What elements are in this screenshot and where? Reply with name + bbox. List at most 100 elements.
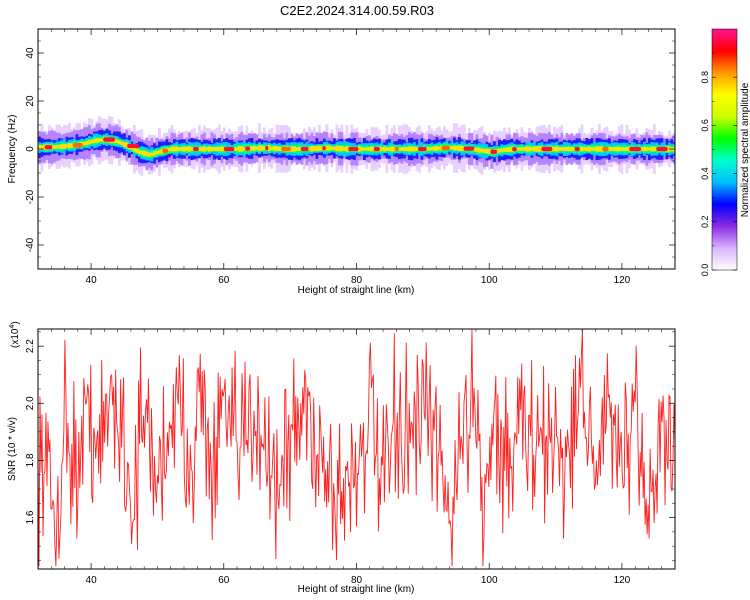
band-cell	[573, 147, 576, 151]
band-cell	[150, 152, 154, 156]
band-peak	[490, 149, 498, 154]
band-cell	[530, 147, 534, 151]
band-cell	[610, 147, 614, 151]
band-cell	[360, 147, 364, 151]
band-cell	[328, 145, 331, 151]
band-cell	[95, 138, 99, 143]
spectrogram-x-tick-label: 80	[351, 275, 363, 286]
band-cell	[650, 146, 654, 152]
spectrogram-xlabel: Height of straight line (km)	[298, 285, 415, 296]
band-cell	[568, 146, 571, 152]
band-peak	[127, 143, 139, 149]
band-cell	[370, 146, 374, 152]
band-cell	[413, 146, 416, 152]
band-peak	[394, 146, 399, 152]
band-cell	[240, 146, 244, 152]
band-cell	[588, 146, 591, 152]
band-cell	[415, 147, 419, 151]
band-peak	[656, 146, 668, 152]
band-cell	[345, 146, 349, 152]
band-cell	[368, 146, 371, 152]
snr-panel: 40 60 80 100 120 1.6 1.8 2.0 2.2 (x104) Height o…	[7, 321, 676, 595]
band-cell	[273, 146, 276, 151]
band-cell	[168, 148, 171, 152]
band-peak	[103, 137, 116, 142]
band-cell	[203, 146, 206, 152]
band-cell	[383, 146, 386, 152]
band-cell	[63, 143, 66, 149]
spectrogram-ylabel: Frequency (Hz)	[7, 115, 18, 184]
band-cell	[235, 147, 239, 151]
band-cell	[398, 147, 401, 151]
snr-x-tick-label: 60	[218, 575, 230, 586]
band-cell	[500, 148, 504, 153]
band-cell	[155, 150, 159, 155]
band-cell	[210, 146, 214, 152]
band-cell	[220, 146, 224, 152]
band-cell	[238, 146, 241, 152]
band-peak	[300, 146, 309, 152]
spectral-band	[38, 116, 675, 177]
band-cell	[160, 148, 164, 154]
band-cell	[595, 146, 599, 152]
band-cell	[533, 146, 536, 152]
band-cell	[405, 146, 409, 152]
band-cell	[643, 146, 646, 152]
band-cell	[618, 146, 621, 152]
band-peak	[72, 143, 83, 148]
band-cell	[403, 147, 406, 151]
band-cell	[243, 147, 246, 151]
band-cell	[518, 147, 521, 151]
band-cell	[123, 141, 126, 147]
band-cell	[250, 146, 254, 151]
snr-series-line	[38, 329, 675, 567]
band-cell	[68, 143, 71, 149]
band-cell	[623, 147, 626, 151]
band-cell	[278, 146, 281, 151]
band-cell	[40, 145, 44, 150]
band-peak	[541, 146, 553, 152]
band-cell	[455, 145, 459, 151]
band-cell	[510, 146, 514, 152]
band-cell	[200, 146, 204, 152]
band-cell	[190, 147, 194, 151]
band-cell	[85, 140, 89, 145]
band-cell	[458, 145, 461, 151]
band-cell	[608, 146, 611, 152]
band-cell	[488, 149, 491, 154]
band-cell	[53, 145, 56, 149]
band-cell	[205, 147, 209, 151]
band-peak	[223, 146, 235, 152]
band-cell	[480, 148, 484, 153]
band-cell	[475, 147, 479, 152]
colorbar-tick-label: 0.2	[700, 216, 710, 229]
band-cell	[600, 146, 604, 152]
spectrogram-x-tick-label: 60	[218, 275, 230, 286]
band-cell	[65, 144, 69, 148]
band-cell	[188, 146, 191, 152]
band-cell	[505, 147, 509, 152]
band-peak	[417, 146, 427, 152]
band-cell	[255, 146, 259, 150]
spectrogram-x-tick-label: 120	[614, 275, 631, 286]
band-cell	[438, 146, 441, 150]
spectrogram-y-tick-label: -40	[25, 237, 36, 252]
snr-x-tick-label: 100	[481, 575, 498, 586]
band-cell	[215, 146, 219, 152]
band-cell	[295, 147, 299, 151]
band-cell	[320, 146, 324, 151]
band-peak	[162, 148, 169, 153]
band-cell	[380, 147, 384, 151]
band-cell	[590, 147, 594, 151]
band-cell	[173, 146, 176, 152]
band-cell	[55, 145, 59, 149]
band-cell	[100, 138, 104, 142]
band-cell	[508, 147, 511, 152]
band-cell	[535, 146, 539, 152]
colorbar: 0.0 0.2 0.4 0.6 0.8 Normalized spectral ampl…	[700, 28, 750, 276]
band-cell	[640, 147, 644, 151]
band-cell	[653, 146, 656, 152]
band-cell	[70, 143, 74, 148]
band-cell	[185, 146, 189, 152]
band-cell	[83, 142, 86, 146]
